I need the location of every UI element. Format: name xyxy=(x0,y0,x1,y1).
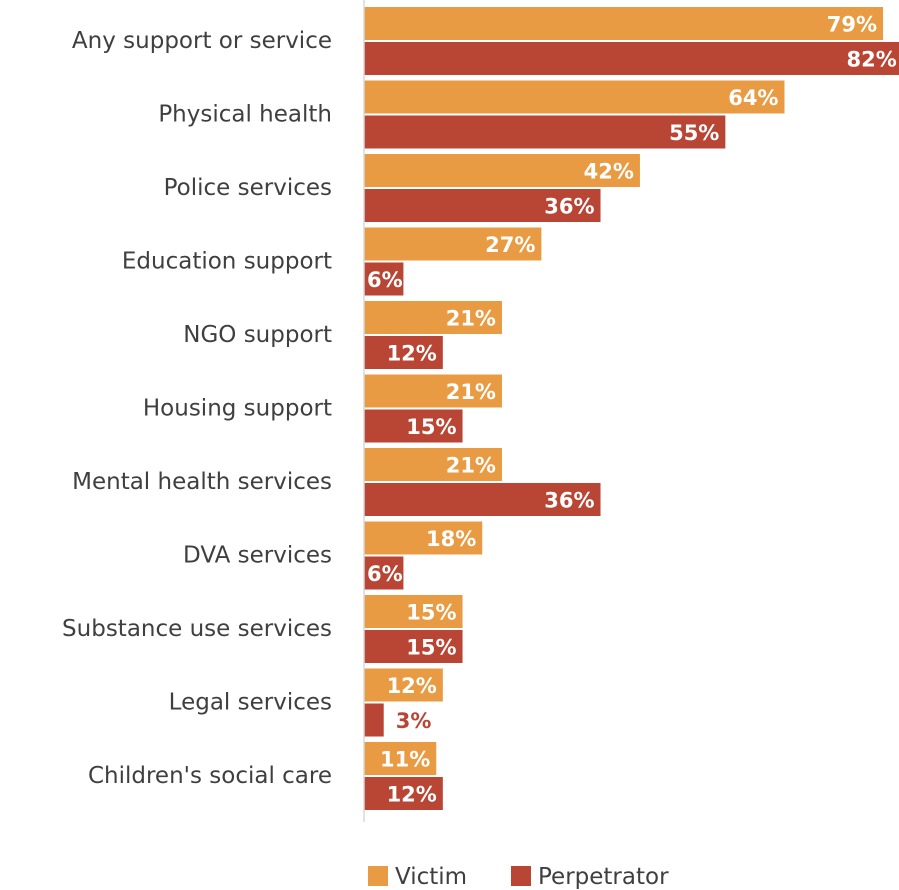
bar-victim-10 xyxy=(364,742,437,775)
data-label-victim-5: 21% xyxy=(446,380,496,404)
bar-victim-8 xyxy=(364,595,463,628)
data-label-victim-3: 27% xyxy=(485,233,535,257)
category-labels: Any support or service Physical health Pol… xyxy=(62,28,332,789)
bar-victim-3 xyxy=(364,227,542,261)
bar-perpetrator-1 xyxy=(364,115,726,149)
data-label-victim-7: 18% xyxy=(426,527,476,551)
category-label: DVA services xyxy=(183,543,332,569)
category-label: Police services xyxy=(164,175,332,201)
data-label-perpetrator-1: 55% xyxy=(669,121,719,145)
bar-perpetrator-3 xyxy=(364,262,404,296)
legend-label-victim: Victim xyxy=(395,864,467,890)
legend-swatch-victim xyxy=(368,866,388,886)
data-label-perpetrator-4: 12% xyxy=(387,342,437,366)
data-label-perpetrator-3: 6% xyxy=(367,268,403,292)
data-label-victim-9: 12% xyxy=(387,674,437,698)
category-label: Housing support xyxy=(143,396,332,422)
bar-perpetrator-10 xyxy=(364,777,443,810)
category-label: Substance use services xyxy=(62,616,332,642)
category-label: Legal services xyxy=(169,690,332,716)
data-label-victim-6: 21% xyxy=(446,454,496,478)
bar-perpetrator-8 xyxy=(364,630,463,663)
data-label-victim-0: 79% xyxy=(827,13,877,37)
value-labels: 79% 82% 64% 55% 42% 36% 27% 6% 21% 12% 21% 15% 21% 36… xyxy=(367,13,897,807)
data-label-victim-1: 64% xyxy=(728,86,778,110)
category-label: Children's social care xyxy=(88,763,332,789)
data-label-victim-4: 21% xyxy=(446,307,496,331)
data-label-victim-10: 11% xyxy=(380,748,430,772)
bar-perpetrator-5 xyxy=(364,409,463,443)
bar-victim-5 xyxy=(364,374,502,408)
data-label-perpetrator-2: 36% xyxy=(544,195,594,219)
bar-victim-7 xyxy=(364,521,483,555)
bar-victim-1 xyxy=(364,80,785,114)
data-label-perpetrator-8: 15% xyxy=(406,636,456,660)
data-label-victim-8: 15% xyxy=(406,601,456,625)
category-label: Any support or service xyxy=(72,28,332,54)
category-label: Education support xyxy=(122,249,332,275)
legend-swatch-perpetrator xyxy=(511,866,531,886)
category-label: Mental health services xyxy=(72,469,332,495)
data-label-perpetrator-0: 82% xyxy=(846,48,896,72)
bar-perpetrator-2 xyxy=(364,189,601,222)
bars xyxy=(364,7,899,810)
bar-perpetrator-9 xyxy=(364,703,384,737)
bar-perpetrator-7 xyxy=(364,556,404,590)
data-label-victim-2: 42% xyxy=(584,160,634,184)
bar-perpetrator-0 xyxy=(364,42,899,75)
legend-label-perpetrator: Perpetrator xyxy=(538,864,669,890)
data-label-perpetrator-10: 12% xyxy=(387,783,437,807)
category-label: Physical health xyxy=(158,102,332,128)
data-label-perpetrator-7: 6% xyxy=(367,562,403,586)
bar-perpetrator-6 xyxy=(364,483,601,516)
bar-victim-0 xyxy=(364,7,884,40)
bar-victim-4 xyxy=(364,301,502,334)
bar-victim-2 xyxy=(364,154,640,187)
data-label-perpetrator-6: 36% xyxy=(544,489,594,513)
bar-victim-9 xyxy=(364,668,443,702)
bar-victim-6 xyxy=(364,448,502,481)
data-label-perpetrator-5: 15% xyxy=(406,415,456,439)
legend: Victim Perpetrator xyxy=(368,864,669,890)
data-label-perpetrator-9: 3% xyxy=(396,709,432,733)
bar-perpetrator-4 xyxy=(364,336,443,369)
category-label: NGO support xyxy=(183,322,332,348)
